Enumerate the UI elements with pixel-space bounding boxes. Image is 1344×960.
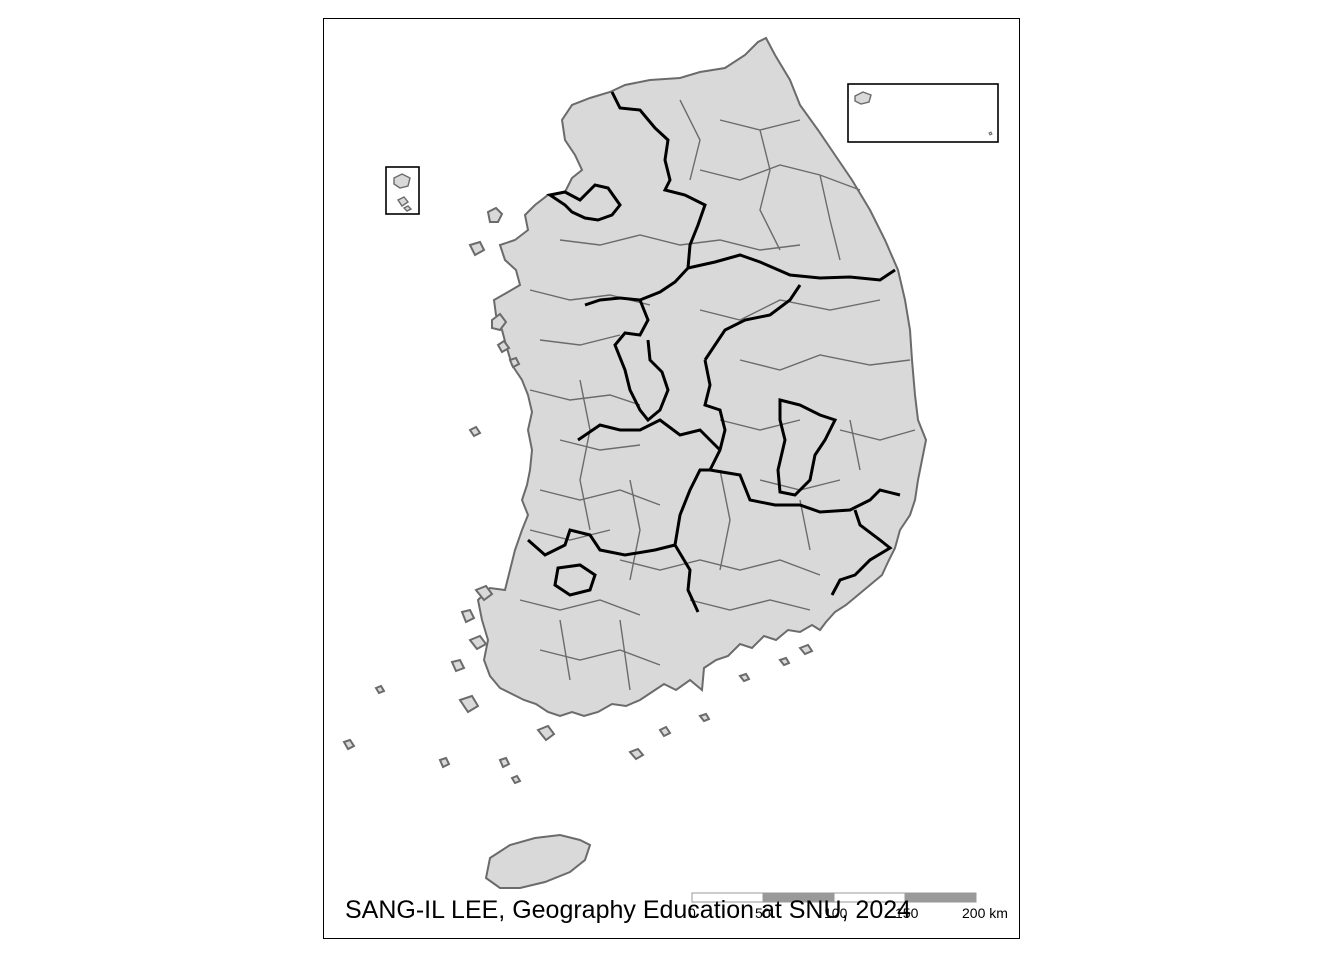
inset-right-ulleungdo xyxy=(854,91,872,105)
inset-left-island-3 xyxy=(402,205,413,212)
scale-label-0: 0 xyxy=(688,905,696,921)
scale-label-200: 200 km xyxy=(962,905,1008,921)
scale-seg-4 xyxy=(904,892,977,903)
inset-left-island-1 xyxy=(393,173,411,189)
scale-bar xyxy=(691,892,977,903)
inset-right-dokdo xyxy=(988,131,993,136)
mainland-korea xyxy=(476,36,928,718)
western-islands xyxy=(342,206,814,785)
inset-left-island-2 xyxy=(396,196,410,207)
scale-label-150: 150 xyxy=(895,905,919,921)
scale-label-50: 50 xyxy=(755,905,771,921)
inset-box-right xyxy=(847,83,999,143)
province-boundaries xyxy=(527,91,901,613)
scale-label-100: 100 xyxy=(824,905,848,921)
jeju-island xyxy=(484,833,592,889)
district-boundaries xyxy=(519,99,916,691)
map-credit: SANG-IL LEE, Geography Education at SNU,… xyxy=(345,896,912,924)
